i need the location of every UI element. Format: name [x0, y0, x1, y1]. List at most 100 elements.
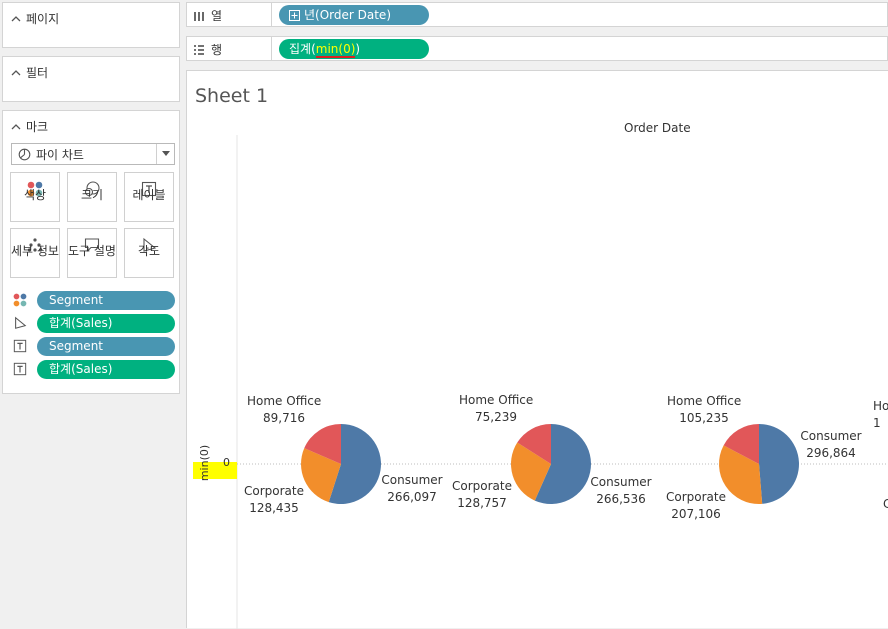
home-office-value: 105,235	[679, 411, 729, 425]
color-dots-icon	[27, 181, 43, 197]
pie-chart-icon	[18, 148, 31, 160]
shelf-divider	[271, 3, 272, 26]
detail-button-label: 세부 정보	[11, 244, 59, 258]
color-button[interactable]: 색상	[10, 172, 60, 222]
pie2-home-office-label: Home Office 75,239	[459, 392, 533, 426]
columns-shelf-label: 열	[193, 7, 222, 24]
rows-shelf-label: 행	[193, 41, 222, 58]
sales-label-pill[interactable]: 합계(Sales)	[37, 359, 175, 379]
sales-angle-pill[interactable]: 합계(Sales)	[37, 313, 175, 333]
pie-chart-area	[236, 135, 888, 629]
consumer-value: 296,864	[806, 446, 856, 460]
consumer-name: Consumer	[590, 475, 652, 489]
collapse-caret-icon[interactable]	[11, 122, 21, 132]
label-button-label: 레이블	[132, 188, 166, 202]
pie1-home-office-slice[interactable]	[304, 424, 341, 464]
pie2-corporate-slice[interactable]	[511, 442, 551, 501]
label-icon	[141, 181, 157, 197]
columns-icon	[194, 11, 204, 21]
home-office-name: Home Office	[247, 394, 322, 408]
pie3-corporate-label: Corporate 207,106	[664, 489, 728, 523]
cut-label-text: Ho	[873, 399, 888, 413]
mark-pill-row: Segment	[11, 290, 177, 310]
corporate-value: 207,106	[671, 507, 721, 521]
cut-label-text: C	[883, 497, 888, 511]
marks-title: 마크	[26, 120, 49, 134]
expand-plus-icon[interactable]	[289, 9, 300, 21]
pie1-corporate-slice[interactable]	[301, 448, 341, 503]
order-date-year-pill[interactable]: 년(Order Date)	[279, 5, 429, 25]
marks-card: 마크 파이 차트 색상 크기 레이블	[2, 110, 180, 394]
pie3-consumer-label: Consumer 296,864	[799, 428, 863, 462]
pie1-corporate-label: Corporate 128,435	[242, 483, 306, 517]
y-axis-tick: 0	[223, 456, 230, 469]
color-dots-icon[interactable]	[11, 291, 29, 309]
corporate-name: Corporate	[452, 479, 512, 493]
segment-color-pill[interactable]: Segment	[37, 290, 175, 310]
rows-label-text: 행	[211, 43, 223, 57]
corporate-value: 128,435	[249, 501, 299, 515]
tooltip-button-label: 도구 설명	[68, 244, 116, 258]
filters-header[interactable]: 필터	[11, 64, 48, 81]
min-pill-prefix: 집계(	[289, 42, 316, 56]
home-office-value: 89,716	[263, 411, 305, 425]
columns-shelf[interactable]: 열 년(Order Date)	[186, 2, 888, 27]
pie4-corporate-label-cut: C	[883, 496, 888, 513]
pie2-consumer-label: Consumer 266,536	[589, 474, 653, 508]
consumer-name: Consumer	[800, 429, 862, 443]
pie2-home-office-slice[interactable]	[517, 424, 551, 464]
mark-pill-row: 합계(Sales)	[11, 313, 177, 333]
marks-header[interactable]: 마크	[11, 118, 48, 135]
angle-button-label: 각도	[137, 244, 161, 258]
collapse-caret-icon[interactable]	[11, 68, 21, 78]
cut-label-value: 1	[873, 416, 881, 430]
angle-button[interactable]: 각도	[124, 228, 174, 278]
rows-shelf[interactable]: 행 집계(min(0))	[186, 36, 888, 61]
consumer-value: 266,536	[596, 492, 646, 506]
angle-icon	[143, 237, 157, 252]
pie3-consumer-slice[interactable]	[759, 424, 800, 504]
sheet-title: Sheet 1	[195, 85, 269, 107]
min-zero-pill[interactable]: 집계(min(0))	[279, 39, 429, 59]
pages-header[interactable]: 페이지	[11, 10, 59, 27]
size-icon	[84, 181, 100, 197]
collapse-caret-icon[interactable]	[11, 14, 21, 24]
columns-label-text: 열	[211, 9, 223, 23]
filters-title: 필터	[26, 66, 49, 80]
shelf-divider	[271, 37, 272, 60]
dropdown-arrow[interactable]	[156, 144, 174, 164]
sheet-canvas[interactable]: Sheet 1 Order Date min(0) 0 Home Office …	[186, 70, 888, 629]
pie4-home-office-label-cut: Ho 1	[873, 398, 888, 432]
tooltip-icon	[84, 238, 100, 252]
label-button[interactable]: 레이블	[124, 172, 174, 222]
mark-type-dropdown[interactable]: 파이 차트	[11, 143, 175, 165]
tooltip-button[interactable]: 도구 설명	[67, 228, 117, 278]
angle-icon[interactable]	[11, 314, 29, 332]
pages-card: 페이지	[2, 2, 180, 48]
column-header: Order Date	[624, 121, 691, 135]
pie2-consumer-slice[interactable]	[534, 424, 591, 504]
label-icon[interactable]	[11, 337, 29, 355]
pie2-corporate-label: Corporate 128,757	[450, 478, 514, 512]
detail-button[interactable]: 세부 정보	[10, 228, 60, 278]
label-icon[interactable]	[11, 360, 29, 378]
detail-icon	[27, 238, 43, 252]
pages-title: 페이지	[26, 12, 60, 26]
y-axis-highlight	[193, 462, 237, 479]
home-office-name: Home Office	[459, 393, 534, 407]
corporate-name: Corporate	[244, 484, 304, 498]
consumer-name: Consumer	[381, 473, 443, 487]
size-button[interactable]: 크기	[67, 172, 117, 222]
pie1-consumer-slice[interactable]	[328, 424, 381, 504]
segment-label-pill[interactable]: Segment	[37, 336, 175, 356]
pie3-home-office-slice[interactable]	[723, 424, 759, 464]
corporate-value: 128,757	[457, 496, 507, 510]
mark-pill-row: 합계(Sales)	[11, 359, 177, 379]
size-button-label: 크기	[80, 188, 104, 202]
corporate-name: Corporate	[666, 490, 726, 504]
home-office-name: Home Office	[667, 394, 742, 408]
min-pill-highlight: min(0)	[315, 42, 356, 58]
chevron-down-icon	[161, 151, 170, 156]
pie3-corporate-slice[interactable]	[719, 445, 763, 504]
color-button-label: 색상	[23, 188, 47, 202]
